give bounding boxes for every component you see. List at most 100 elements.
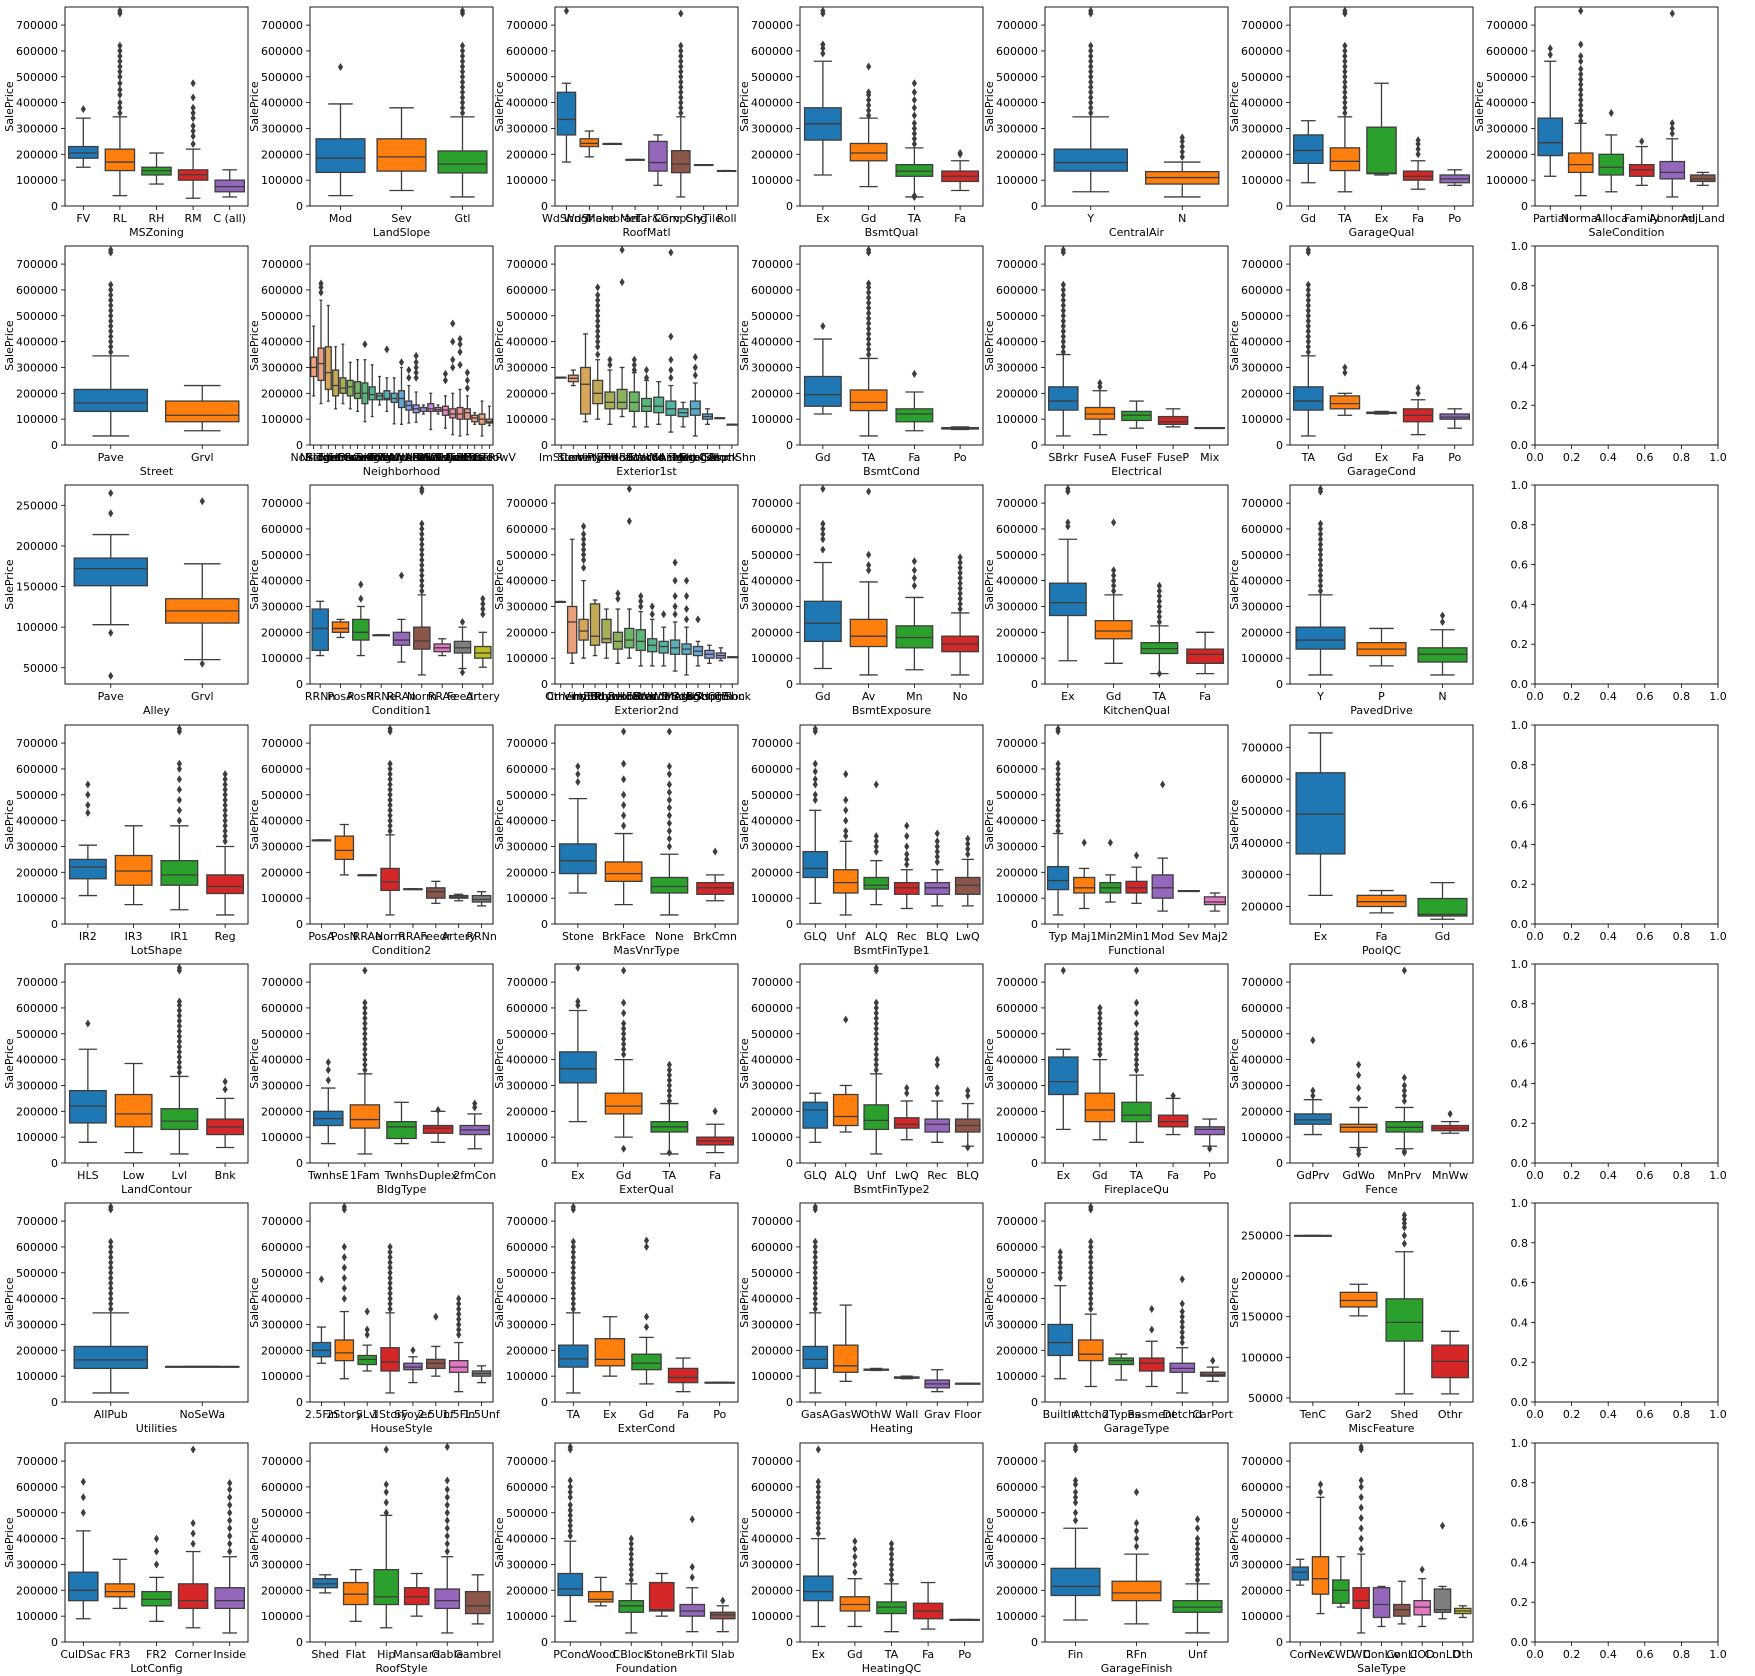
box-body xyxy=(354,381,362,400)
outlier-point xyxy=(1088,77,1094,86)
outlier-point xyxy=(176,1037,182,1046)
outlier-point xyxy=(387,759,393,768)
box-imstucc xyxy=(589,599,601,657)
box-body xyxy=(311,608,329,652)
y-tick-label: 600000 xyxy=(751,284,793,297)
box-body xyxy=(73,388,148,413)
box-none xyxy=(650,727,689,916)
outlier-point xyxy=(820,524,826,533)
x-tick-label: Ex xyxy=(1375,451,1389,464)
x-tick-label: HLS xyxy=(77,1169,98,1182)
y-tick-label: 0 xyxy=(541,1636,548,1649)
outlier-point xyxy=(341,1284,347,1293)
box-body xyxy=(1598,153,1625,176)
box-fr3 xyxy=(104,1558,136,1610)
y-axis-label: SalePrice xyxy=(1228,81,1241,132)
outlier-point xyxy=(866,88,872,97)
y-axis-label: SalePrice xyxy=(738,1038,751,1089)
outlier-point xyxy=(108,1304,114,1313)
x-tick-label: SLvl xyxy=(356,1408,379,1421)
x-tick-label: NridgHt xyxy=(300,451,343,464)
outlier-point xyxy=(621,1045,627,1054)
y-tick-label: 600000 xyxy=(751,1241,793,1254)
box-gtl xyxy=(437,6,488,198)
box-cblock xyxy=(727,656,738,659)
outlier-point xyxy=(1060,322,1066,331)
x-tick-label: MnWw xyxy=(1432,1169,1468,1182)
box-gd xyxy=(1293,120,1324,184)
outlier-point xyxy=(570,1299,576,1308)
outlier-point xyxy=(153,1534,160,1543)
box-body xyxy=(1372,1587,1391,1619)
outlier-point xyxy=(222,801,228,810)
y-tick-label: 200000 xyxy=(261,1344,303,1357)
x-tick-label: AsbShng xyxy=(674,690,722,703)
outlier-point xyxy=(815,1488,821,1497)
box-body xyxy=(426,887,446,899)
outlier-point xyxy=(1342,93,1348,102)
outlier-point xyxy=(957,579,963,588)
outlier-point xyxy=(666,1060,672,1069)
outlier-point xyxy=(176,759,182,768)
x-tick-label: PConc xyxy=(553,1648,587,1661)
x-tick-label: ConLw xyxy=(1363,1648,1400,1661)
outlier-point xyxy=(1415,145,1421,154)
outlier-point xyxy=(1156,602,1162,611)
outlier-point xyxy=(364,1307,370,1316)
outlier-point xyxy=(712,847,718,856)
outlier-point xyxy=(815,1508,821,1517)
x-tick-label: StoneBr xyxy=(306,451,350,464)
box-nwames xyxy=(390,377,398,425)
box-gar2 xyxy=(1339,1283,1378,1317)
outlier-point xyxy=(815,1498,821,1507)
outlier-point xyxy=(595,337,601,346)
outlier-point xyxy=(1578,75,1584,84)
outlier-point xyxy=(117,57,123,66)
x-tick-label: HdBoard xyxy=(617,690,665,703)
outlier-point xyxy=(873,963,879,972)
y-tick-label: 500000 xyxy=(996,310,1038,323)
x-axis-label: MasVnrType xyxy=(613,944,679,957)
outlier-point xyxy=(1088,1248,1094,1257)
axes-frame xyxy=(799,484,984,685)
outlier-point xyxy=(1088,1258,1094,1267)
outlier-point xyxy=(1055,775,1061,784)
outlier-point xyxy=(117,72,123,81)
y-axis-label: SalePrice xyxy=(3,81,16,132)
outlier-point xyxy=(108,1294,114,1303)
outlier-point xyxy=(457,347,463,356)
y-tick-label: 0.4 xyxy=(1511,838,1529,851)
outlier-point xyxy=(1358,1442,1364,1451)
outlier-point xyxy=(621,759,627,768)
subplot-garagefinish: Fin RFn Unf0100000200000300000400000500000… xyxy=(983,1442,1229,1675)
outlier-point xyxy=(1081,838,1087,847)
outlier-point xyxy=(318,288,324,297)
outlier-point xyxy=(444,1485,450,1494)
y-tick-label: 500000 xyxy=(506,1028,548,1041)
outlier-point xyxy=(672,558,678,567)
outlier-point xyxy=(678,93,684,102)
outlier-point xyxy=(1097,1009,1103,1018)
outlier-point xyxy=(108,1248,114,1257)
outlier-point xyxy=(866,350,872,359)
outlier-point xyxy=(190,1529,196,1538)
box-fv xyxy=(68,105,99,168)
x-tick-label: SBrkr xyxy=(1048,451,1078,464)
outlier-point xyxy=(567,1511,573,1520)
y-axis-label: SalePrice xyxy=(983,320,996,371)
axes-frame xyxy=(64,484,249,685)
outlier-point xyxy=(176,1032,182,1041)
outlier-point xyxy=(387,1273,393,1282)
subplot-landcontour: HLS Low Lvl Bnk0100000200000300000400000500… xyxy=(3,963,249,1196)
outlier-point xyxy=(873,1034,879,1043)
outlier-point xyxy=(812,1253,818,1262)
outlier-point xyxy=(873,842,879,851)
x-tick-label: Detchd xyxy=(1162,1408,1202,1421)
outlier-point xyxy=(815,1493,821,1502)
x-tick-label: Wd Sdng xyxy=(646,451,695,464)
outlier-point xyxy=(934,857,940,866)
outlier-point xyxy=(668,355,674,364)
box-body xyxy=(802,1101,829,1129)
box-cod xyxy=(1413,1565,1431,1628)
box-gd xyxy=(1417,881,1468,920)
